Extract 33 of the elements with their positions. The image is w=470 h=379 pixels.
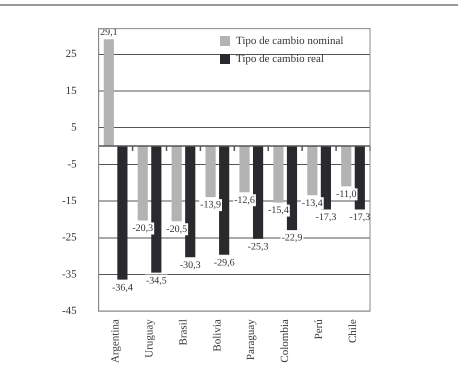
data-label: -34,5 [146, 275, 167, 286]
y-tick-label: 5 [71, 122, 78, 134]
data-label: -15,4 [268, 205, 289, 216]
data-label: -13,9 [200, 200, 222, 211]
data-label: -25,3 [248, 242, 268, 253]
data-label: -20,5 [166, 224, 188, 235]
y-tick-label: -15 [62, 194, 78, 207]
data-label: -30,3 [180, 260, 201, 271]
x-tick-label: Argentina [110, 319, 122, 364]
x-tick-label: Uruguay [143, 318, 156, 358]
data-label: -22,9 [282, 232, 302, 244]
data-label: -12,6 [234, 194, 255, 206]
data-label: -17,3 [349, 212, 370, 224]
x-tick-label: Paraguay [245, 318, 258, 360]
legend-label: Tipo de cambio real [236, 52, 324, 65]
y-tick-label: -5 [67, 158, 78, 170]
x-tick-label: Brasil [177, 319, 190, 346]
y-tick-label: 25 [66, 48, 78, 60]
legend-label: Tipo de cambio nominal [236, 34, 344, 47]
y-tick-label: 15 [66, 84, 78, 97]
x-tick-label: Perú [313, 318, 326, 340]
y-tick-label: -35 [62, 268, 78, 280]
y-tick-label: -25 [62, 232, 78, 244]
x-tick-label: Bolivia [211, 319, 224, 352]
data-label: -13,4 [302, 198, 323, 209]
data-label: -17,3 [315, 212, 336, 224]
y-tick-label: -45 [62, 305, 78, 318]
x-tick-label: Colombia [279, 319, 292, 363]
data-label: -36,4 [112, 282, 133, 294]
x-tick-label: Chile [346, 319, 359, 344]
data-label: -20,3 [132, 223, 154, 234]
data-label: -11,0 [336, 189, 356, 200]
data-label: -29,6 [214, 257, 235, 268]
